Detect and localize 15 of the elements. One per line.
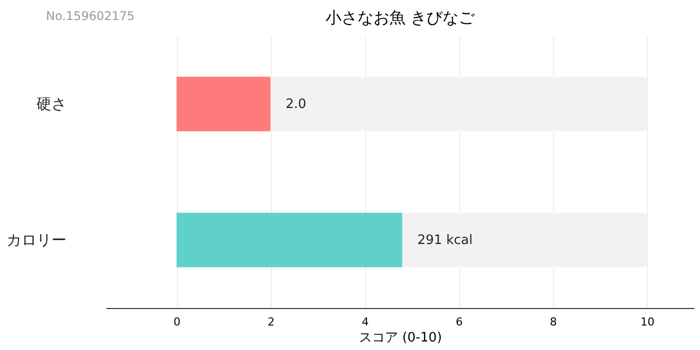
- x-tick-label: 2: [268, 316, 275, 328]
- x-axis-title: スコア (0-10): [359, 330, 442, 346]
- y-tick-label: 硬さ: [36, 95, 66, 113]
- chart-title: 小さなお魚 きびなご: [325, 8, 476, 27]
- bar: [176, 76, 271, 132]
- x-tick-label: 4: [362, 316, 369, 328]
- bar: [176, 212, 402, 268]
- id-note: No.159602175: [46, 9, 135, 23]
- x-tick-label: 0: [174, 316, 181, 328]
- x-tick-label: 6: [456, 316, 463, 328]
- annotation: 291 kcal: [417, 233, 473, 248]
- y-tick-label: カロリー: [6, 231, 66, 249]
- x-tick-label: 10: [640, 316, 654, 328]
- data-label: 2.0: [286, 97, 306, 112]
- x-tick-label: 8: [550, 316, 557, 328]
